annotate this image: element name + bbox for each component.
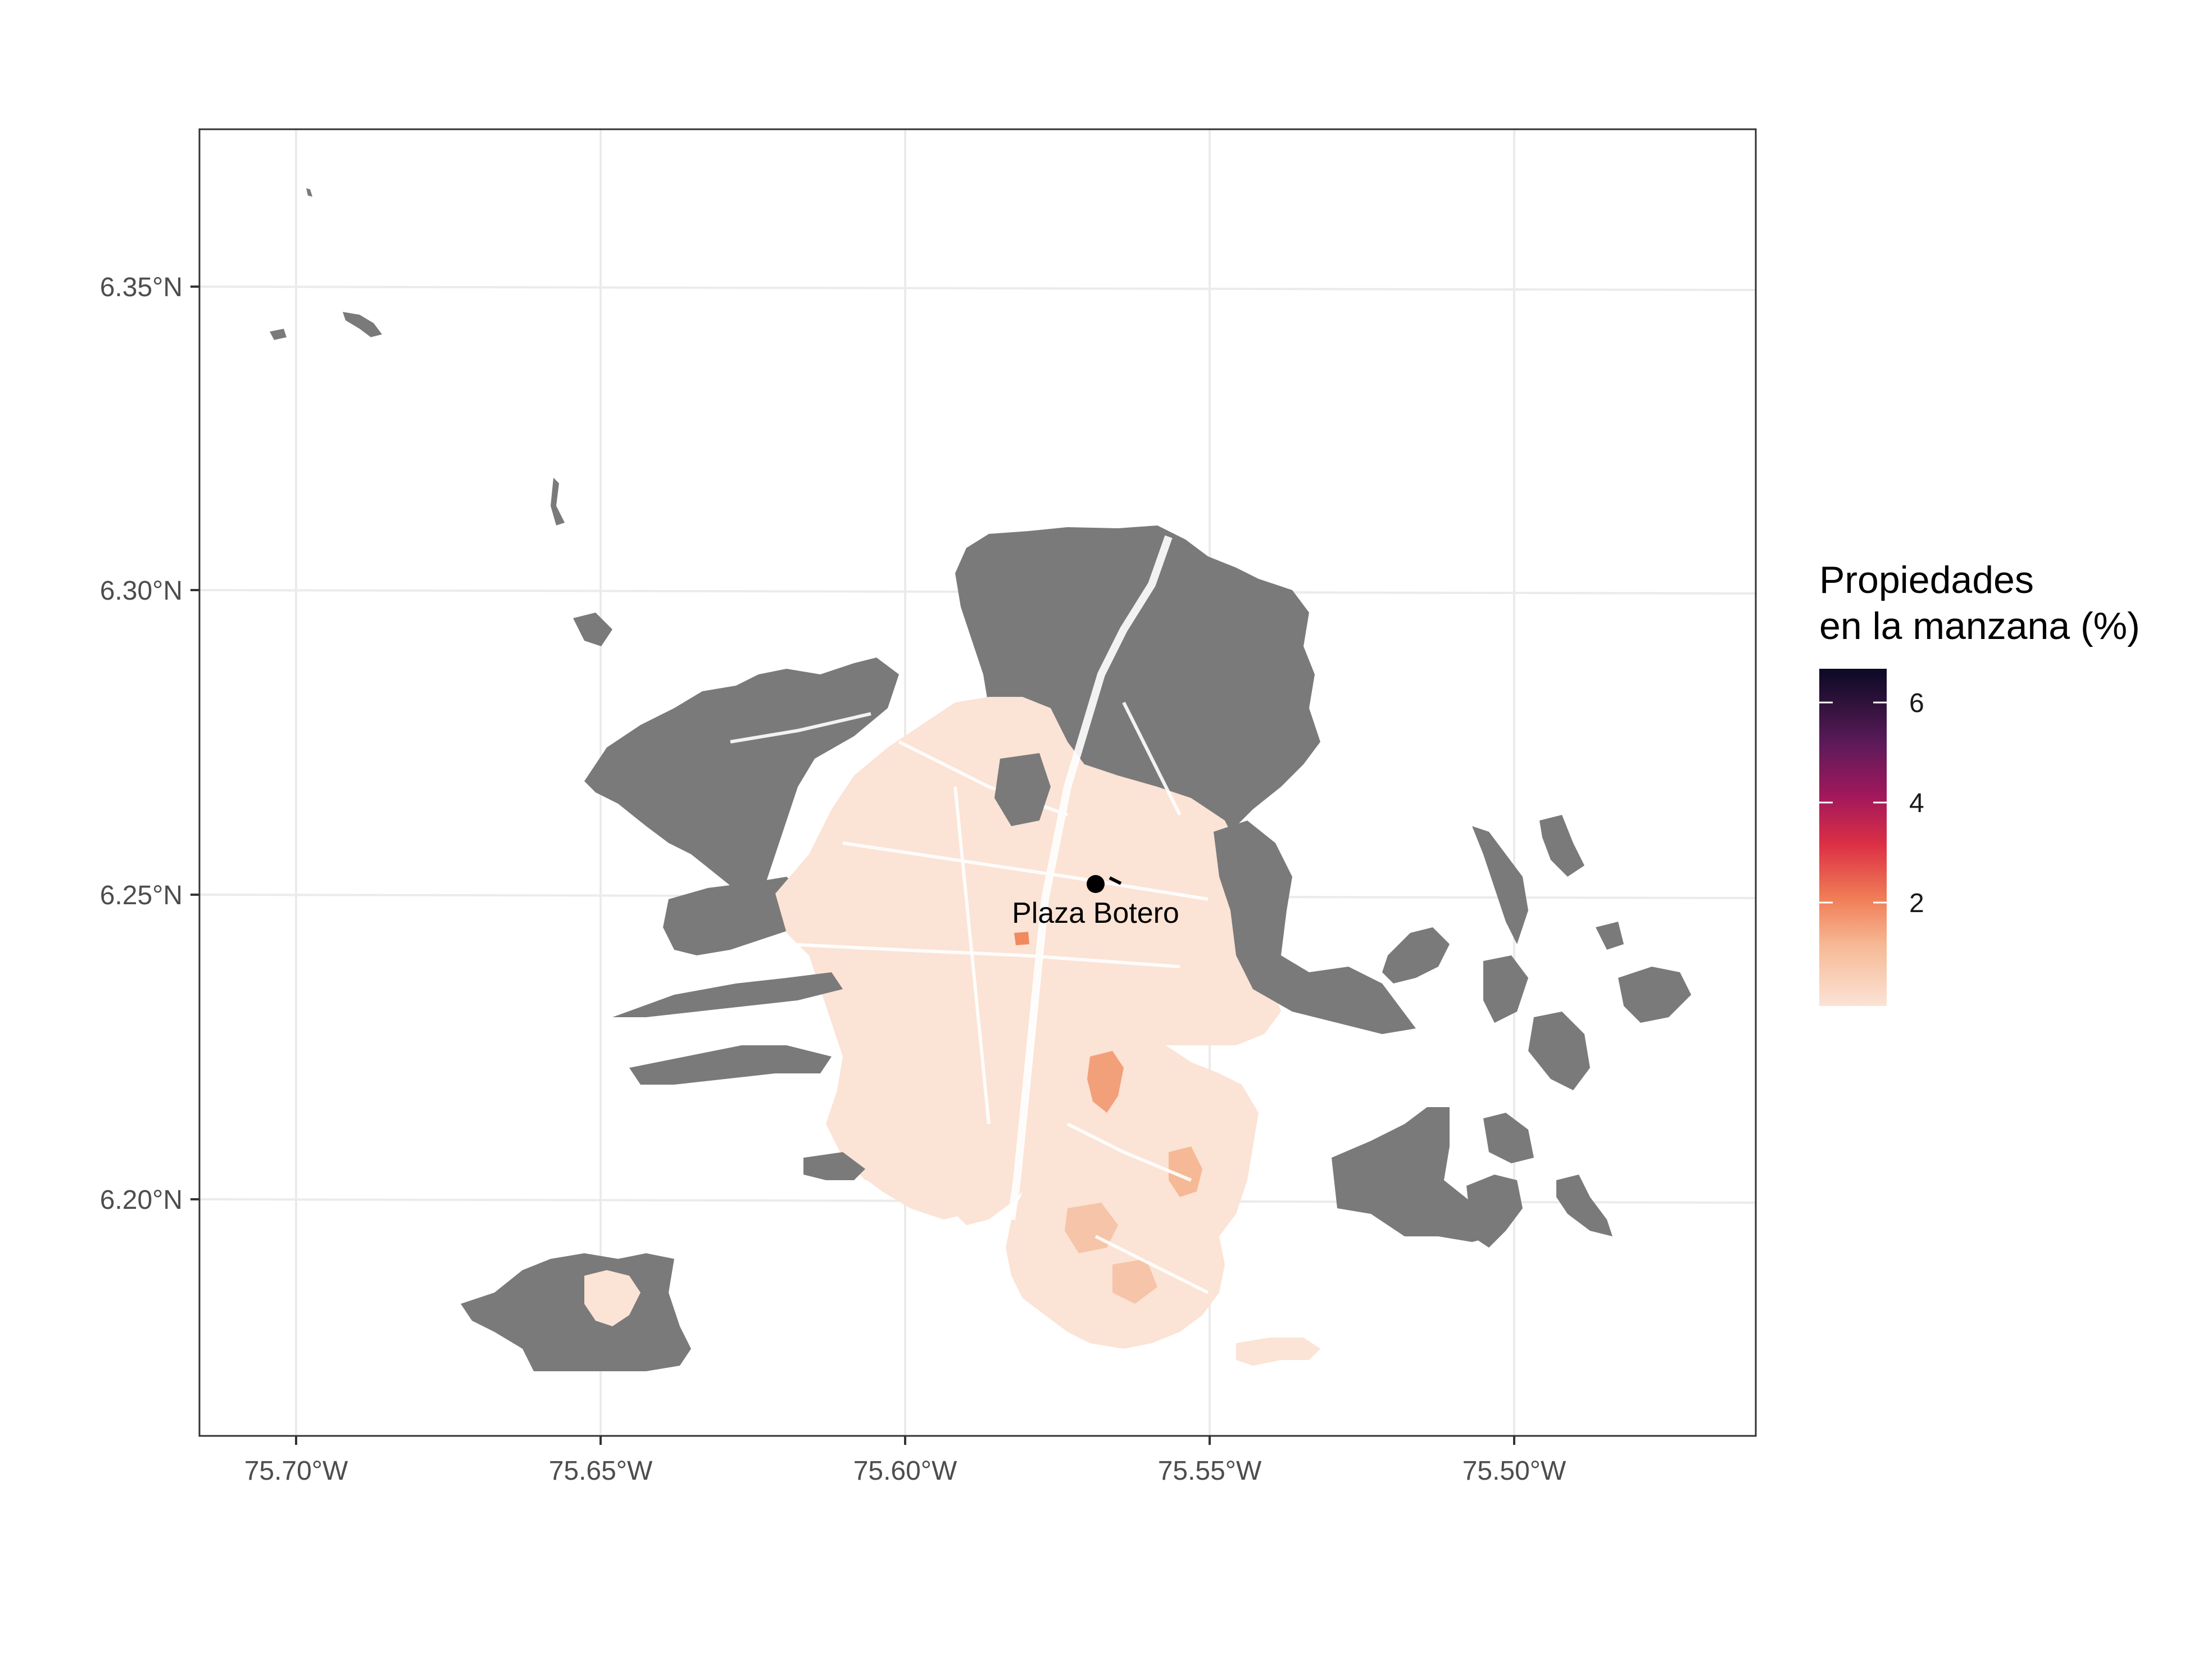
- city-blocks: [270, 188, 1691, 1371]
- hotspot-south-4: [1112, 1259, 1157, 1304]
- block-dark-central: [994, 753, 1051, 826]
- patch-east-1: [1382, 927, 1450, 983]
- legend: Propiedades en la manzana (%) 2 4 6: [1819, 559, 2140, 1006]
- patch-north-1: [270, 329, 287, 340]
- y-tick-label: 6.35°N: [100, 273, 183, 302]
- patch-southwest-light: [584, 1270, 641, 1326]
- plaza-botero-leader: [1109, 876, 1122, 885]
- patch-east-6: [1618, 967, 1691, 1023]
- plaza-botero-marker: Plaza Botero: [1012, 875, 1179, 930]
- y-axis: 6.35°N 6.30°N 6.25°N 6.20°N: [100, 273, 199, 1215]
- gridline-y-0: [199, 285, 1756, 291]
- region-south-light: [1006, 1023, 1259, 1349]
- region-southwest-light: [843, 1090, 989, 1220]
- patch-east-large: [1332, 1107, 1495, 1242]
- x-tick-label: 75.55°W: [1158, 1456, 1262, 1486]
- hotspot-south-1: [1087, 1051, 1124, 1113]
- x-tick-label: 75.70°W: [244, 1456, 348, 1486]
- patch-east-2: [1472, 826, 1528, 944]
- legend-tick-label-6: 6: [1909, 688, 1924, 718]
- highway-main: [1007, 535, 1173, 1220]
- legend-title-line1: Propiedades: [1819, 559, 2034, 601]
- x-tick-label: 75.50°W: [1462, 1456, 1566, 1486]
- x-tick-label: 75.65°W: [549, 1456, 653, 1486]
- patch-east-5: [1528, 1012, 1590, 1090]
- legend-tick-label-4: 4: [1909, 788, 1924, 818]
- patch-north-3: [306, 188, 312, 197]
- map-panel: [198, 128, 1757, 1437]
- patch-east-4: [1483, 955, 1528, 1023]
- region-west-gray: [663, 877, 809, 955]
- patch-north-4: [551, 478, 565, 525]
- region-northwest-gray: [584, 658, 899, 899]
- x-tick-label: 75.60°W: [853, 1456, 957, 1486]
- plaza-botero-point: [1087, 875, 1105, 893]
- arm-west-1: [612, 972, 843, 1017]
- street-1: [786, 942, 1180, 968]
- street-network: [730, 535, 1209, 1294]
- patch-north-5: [573, 613, 612, 646]
- patch-north-2: [343, 312, 382, 337]
- legend-title-line2: en la manzana (%): [1819, 605, 2140, 647]
- arm-west-2: [629, 1045, 832, 1085]
- legend-tick-label-2: 2: [1909, 889, 1924, 918]
- street-5: [953, 786, 991, 1125]
- region-east-gray: [1214, 821, 1416, 1034]
- panel-frame: [198, 128, 1757, 1437]
- legend-tick-marks: [1819, 701, 1887, 904]
- arm-west-3: [652, 753, 742, 809]
- street-2: [842, 841, 1209, 901]
- x-axis: 75.70°W 75.65°W 75.60°W 75.55°W 75.50°W: [244, 1436, 1566, 1486]
- y-tick-label: 6.25°N: [100, 881, 183, 910]
- arm-southwest: [803, 1152, 865, 1180]
- y-tick-label: 6.20°N: [100, 1185, 183, 1215]
- y-tick-label: 6.30°N: [100, 576, 183, 606]
- hotspot-south-2: [1169, 1146, 1202, 1197]
- region-central-light: [775, 697, 1281, 1225]
- patch-east-7: [1596, 922, 1624, 950]
- legend-colorbar: [1819, 669, 1887, 1006]
- patch-east-8: [1466, 1175, 1523, 1248]
- street-8: [730, 712, 871, 744]
- street-7: [1094, 1235, 1209, 1294]
- patch-east-10: [1556, 1175, 1613, 1236]
- street-6: [1122, 701, 1182, 816]
- patch-southeast-light: [1236, 1338, 1320, 1366]
- plaza-botero-label: Plaza Botero: [1012, 897, 1179, 930]
- street-4: [1066, 1122, 1192, 1182]
- patch-east-9: [1483, 1113, 1534, 1163]
- hotspot-west-1: [1014, 932, 1029, 945]
- patch-east-3: [1539, 815, 1584, 877]
